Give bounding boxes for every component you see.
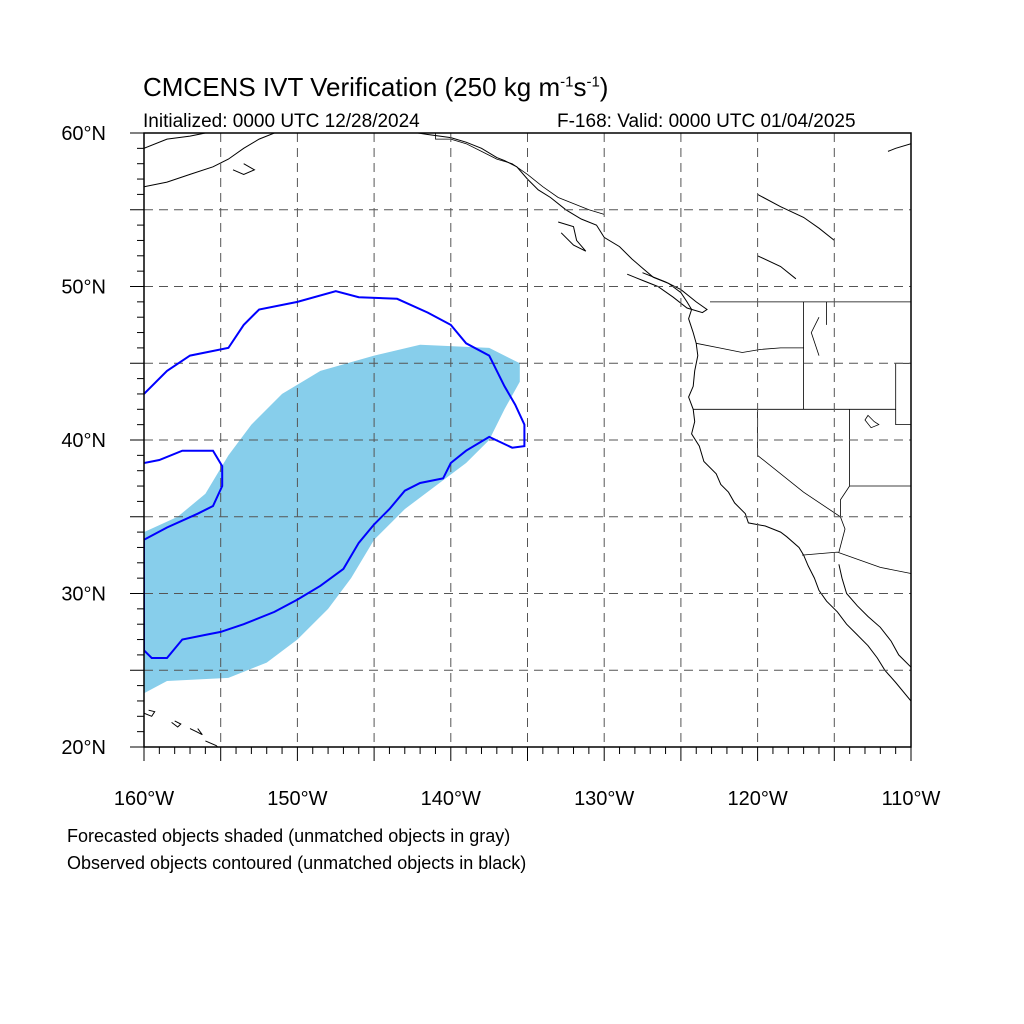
forecast-objects-layer [144, 344, 520, 694]
political-border [810, 317, 820, 356]
political-border [757, 409, 841, 518]
lon-tick-label: 120°W [727, 788, 787, 810]
political-border [696, 342, 804, 353]
coastline [189, 728, 203, 736]
coastline [232, 163, 256, 175]
political-border [838, 409, 850, 553]
lat-tick-label: 40°N [61, 430, 106, 452]
political-border [802, 551, 911, 574]
lat-tick-label: 30°N [61, 584, 106, 606]
map-title: CMCENS IVT Verification (250 kg m-1s-1) [143, 72, 609, 102]
coastline [757, 193, 835, 241]
coastline [757, 255, 797, 280]
coastline [205, 740, 219, 747]
lat-tick-label: 50°N [61, 277, 106, 299]
forecast-object [144, 344, 520, 694]
gridlines [144, 133, 911, 747]
axis-ticks [130, 132, 912, 761]
lon-tick-label: 160°W [114, 788, 174, 810]
axis-labels: 160°W 150°W 140°W 130°W 120°W 110°W 20°N 30°N 40… [61, 123, 940, 810]
lat-tick-label: 20°N [61, 737, 106, 759]
political-border [895, 363, 911, 426]
coastline [171, 720, 182, 728]
initialized-time: Initialized: 0000 UTC 12/28/2024 [143, 111, 420, 132]
observed-object-contour [144, 290, 526, 659]
legend-observed-text: Observed objects contoured (unmatched ob… [67, 853, 527, 873]
lon-tick-label: 130°W [574, 788, 634, 810]
coastline [558, 221, 587, 252]
coastline [144, 133, 275, 188]
political-border [435, 133, 605, 215]
coastline [374, 133, 911, 702]
coastline [144, 709, 156, 717]
geography-layer [144, 133, 911, 747]
observed-objects-layer [144, 290, 526, 659]
coastline [144, 133, 206, 149]
lon-tick-label: 150°W [267, 788, 327, 810]
lon-tick-label: 140°W [421, 788, 481, 810]
lat-tick-label: 60°N [61, 123, 106, 145]
coastline [627, 272, 708, 314]
coastline [887, 143, 911, 152]
valid-time: F-168: Valid: 0000 UTC 01/04/2025 [557, 111, 856, 132]
coastline [838, 564, 911, 668]
legend-forecast-text: Forecasted objects shaded (unmatched obj… [67, 826, 511, 846]
lon-tick-label: 110°W [882, 788, 941, 810]
lake-outline [864, 414, 880, 429]
